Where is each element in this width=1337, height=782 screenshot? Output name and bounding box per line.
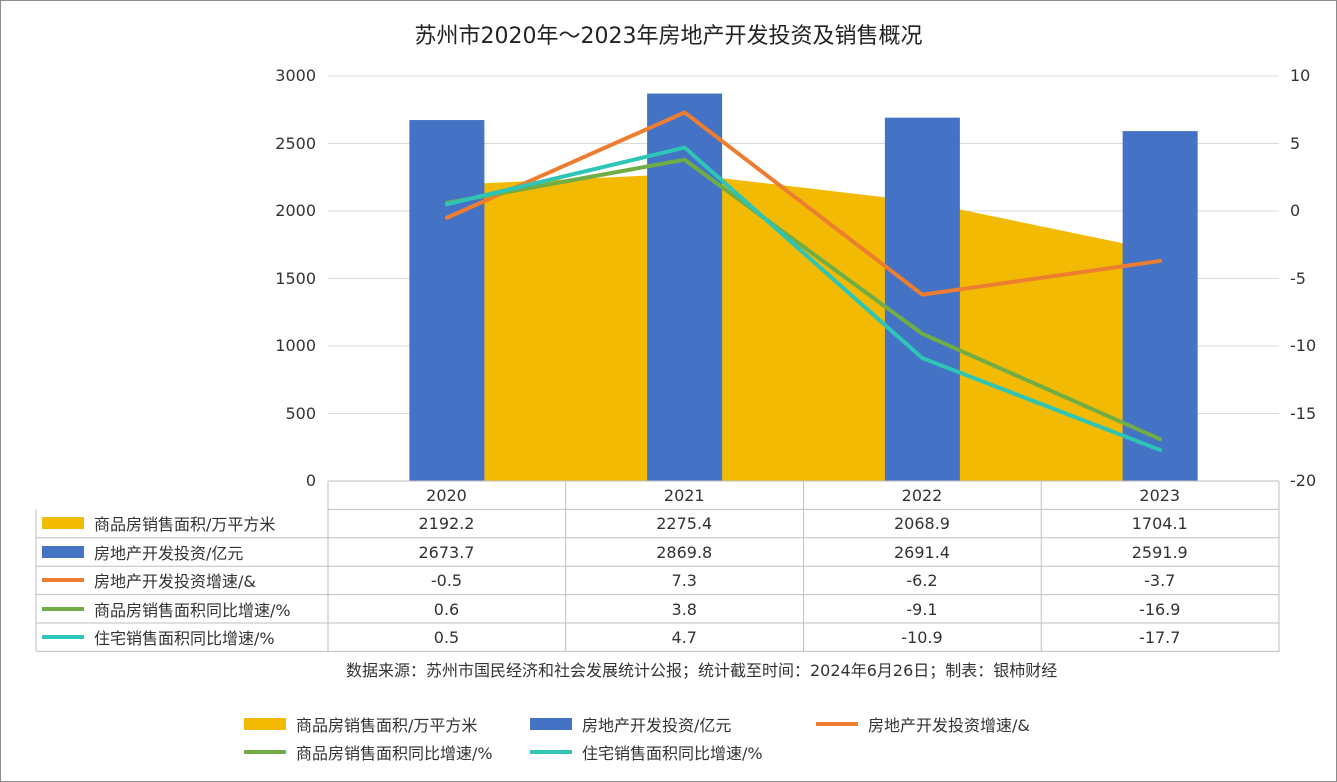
legend-item: 住宅销售面积同比增速/% (530, 740, 763, 764)
table-row-label: 房地产开发投资增速/& (42, 569, 256, 591)
left-tick-label: 2500 (275, 133, 316, 153)
table-cell: 4.7 (671, 628, 697, 647)
legend-label: 住宅销售面积同比增速/% (582, 744, 763, 763)
category-label: 2022 (901, 486, 943, 505)
line-series-1 (444, 110, 1163, 297)
table-cell: -6.2 (906, 571, 938, 591)
legend-label: 商品房销售面积/万平方米 (296, 716, 478, 735)
area-sales-floor-space (446, 173, 1161, 482)
left-tick-label: 2000 (275, 201, 316, 220)
chart-title: 苏州市2020年～2023年房地产开发投资及销售概况 (414, 24, 923, 49)
category-label: 2021 (663, 486, 705, 505)
right-tick-label: 0 (1290, 201, 1301, 220)
table-cell: 2591.9 (1131, 542, 1188, 562)
line-series-3 (444, 145, 1163, 452)
table-cell: 2673.7 (418, 542, 475, 562)
table-row-label: 房地产开发投资/亿元 (42, 541, 243, 563)
legend-swatch (816, 722, 858, 726)
table-cell: 1704.1 (1131, 514, 1188, 534)
table-cell: 2192.2 (418, 514, 475, 534)
legend-label: 商品房销售面积同比增速/% (296, 744, 493, 763)
series-name: 房地产开发投资/亿元 (94, 543, 244, 563)
right-tick-label: -20 (1290, 471, 1317, 490)
table-cell: -17.7 (1139, 628, 1181, 647)
table-cell: 7.3 (671, 571, 697, 591)
bar-investment-2021 (647, 93, 723, 482)
category-label: 2023 (1139, 486, 1181, 505)
right-tick-label: -10 (1290, 336, 1317, 355)
left-tick-label: 500 (285, 403, 316, 423)
right-tick-label: 5 (1290, 133, 1301, 153)
right-tick-label: 10 (1290, 66, 1311, 85)
legend-item: 房地产开发投资/亿元 (530, 712, 731, 736)
right-tick-label: -15 (1290, 403, 1317, 423)
series-swatch (42, 545, 84, 558)
series-name: 商品房销售面积/万平方米 (94, 515, 276, 535)
bar-investment-2020 (409, 120, 485, 481)
legend-swatch (530, 718, 572, 730)
legend-swatch (244, 750, 286, 754)
table-cell: 3.8 (671, 599, 697, 619)
left-tick-label: 1500 (275, 268, 316, 288)
series-name: 商品房销售面积同比增速/% (94, 600, 291, 620)
series-swatch (42, 517, 84, 530)
table-cell: 2275.4 (656, 514, 713, 534)
table-row-label: 商品房销售面积同比增速/% (42, 598, 291, 620)
legend-label: 房地产开发投资增速/& (868, 716, 1030, 735)
table-cell: 0.6 (433, 599, 460, 619)
series-swatch (42, 635, 84, 639)
source-note: 数据来源：苏州市国民经济和社会发展统计公报；统计截至时间：2024年6月26日；… (346, 661, 1058, 680)
table-row-label: 住宅销售面积同比增速/% (42, 626, 275, 648)
table-cell: 2869.8 (656, 542, 713, 562)
table-row-label: 商品房销售面积/万平方米 (42, 512, 275, 534)
legend-item: 商品房销售面积同比增速/% (244, 740, 493, 764)
table-cell: -3.7 (1144, 571, 1176, 591)
table-cell: -9.1 (906, 599, 938, 619)
legend-label: 房地产开发投资/亿元 (582, 716, 732, 735)
bar-investment-2023 (1122, 131, 1198, 481)
series-name: 住宅销售面积同比增速/% (94, 629, 275, 648)
left-tick-label: 0 (305, 471, 316, 490)
table-cell: 2691.4 (894, 542, 950, 562)
legend-swatch (530, 750, 572, 754)
table-cell: -10.9 (901, 628, 943, 647)
line-series-2 (444, 157, 1163, 442)
bar-investment-2022 (884, 117, 960, 481)
table-cell: -0.5 (430, 571, 463, 591)
category-label: 2020 (426, 486, 467, 505)
table-cell: 2068.9 (894, 514, 950, 534)
legend-item: 商品房销售面积/万平方米 (244, 712, 477, 736)
series-swatch (42, 578, 84, 583)
legend-item: 房地产开发投资增速/& (816, 712, 1030, 736)
legend-swatch (244, 718, 286, 730)
table-cell: -16.9 (1139, 599, 1181, 619)
series-swatch (42, 606, 84, 611)
right-tick-label: -5 (1290, 268, 1306, 288)
left-tick-label: 1000 (275, 336, 316, 355)
series-name: 房地产开发投资增速/& (94, 572, 256, 592)
left-tick-label: 3000 (275, 66, 316, 85)
table-cell: 0.5 (433, 628, 460, 647)
